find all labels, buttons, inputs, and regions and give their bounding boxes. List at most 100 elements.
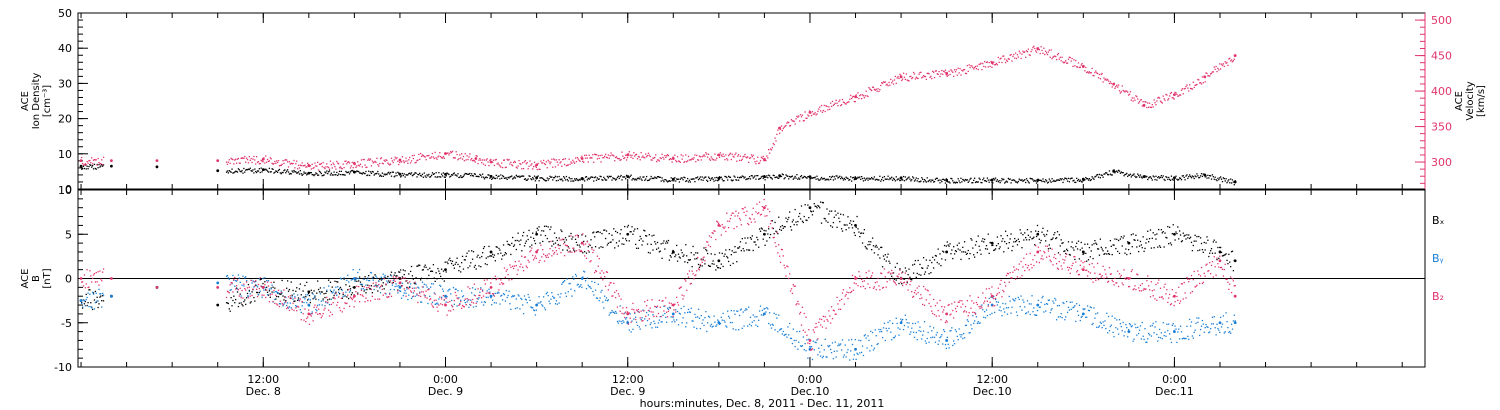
trace-dot — [320, 291, 322, 293]
trace-dot — [751, 155, 753, 158]
trace-dot — [518, 159, 520, 162]
trace-dot — [805, 350, 807, 352]
trace-dot — [1199, 237, 1202, 239]
trace-dot — [297, 298, 300, 301]
trace-dot — [940, 264, 942, 267]
trace-dot — [665, 242, 667, 244]
trace-dot — [299, 309, 302, 311]
trace-dot — [1028, 54, 1030, 56]
trace-dot — [850, 94, 852, 97]
trace-dot — [846, 177, 848, 179]
trace-dot — [718, 156, 721, 158]
trace-dot — [1214, 176, 1216, 178]
trace-dot — [1076, 310, 1079, 312]
trace-dot — [91, 307, 93, 309]
trace-dot — [457, 290, 459, 292]
trace-dot — [635, 243, 637, 246]
trace-dot — [1205, 242, 1207, 244]
trace-dot — [904, 267, 907, 269]
trace-dot — [363, 158, 365, 161]
trace-dot — [719, 267, 722, 269]
trace-dot — [901, 318, 904, 321]
trace-dot — [1154, 102, 1156, 104]
trace-dot — [1158, 336, 1160, 339]
trace-dot — [235, 280, 237, 282]
trace-dot — [737, 247, 740, 249]
trace-dot — [1196, 317, 1198, 319]
trace-dot — [590, 156, 592, 159]
trace-dot — [510, 253, 512, 256]
trace-dot — [768, 175, 771, 177]
trace-dot — [99, 293, 101, 295]
trace-dot — [453, 267, 456, 269]
trace-dot — [272, 168, 274, 171]
trace-dot — [1060, 239, 1062, 241]
trace-dot — [1223, 332, 1225, 334]
trace-dot — [341, 174, 343, 176]
trace-dot — [84, 163, 86, 165]
trace-dot — [791, 342, 794, 345]
y-tick-label: 0 — [65, 183, 72, 196]
trace-dot — [901, 78, 904, 80]
trace-dot — [343, 278, 345, 280]
trace-dot — [357, 170, 359, 173]
trace-dot — [426, 155, 428, 157]
trace-dot — [91, 166, 93, 168]
trace-dot — [491, 255, 493, 257]
trace-dot — [803, 175, 805, 178]
trace-dot — [693, 326, 695, 328]
trace-dot — [1086, 178, 1089, 180]
trace-dot — [691, 265, 693, 268]
trace-dot — [614, 160, 616, 162]
trace-dot — [734, 153, 736, 156]
trace-dot — [594, 246, 597, 248]
trace-dot — [345, 291, 347, 293]
trace-dot — [276, 161, 279, 164]
trace-dot — [1110, 174, 1112, 176]
trace-dot — [371, 160, 373, 162]
trace-dot — [1158, 245, 1161, 247]
trace-dot — [975, 316, 978, 318]
trace-dot — [1198, 235, 1200, 238]
trace-dot — [1094, 317, 1096, 319]
trace-dot — [871, 248, 873, 251]
trace-dot — [628, 177, 630, 179]
trace-dot — [760, 314, 763, 316]
data-point — [1142, 103, 1146, 107]
trace-dot — [565, 164, 568, 167]
trace-dot — [1127, 329, 1130, 331]
trace-dot — [1092, 322, 1094, 325]
trace-dot — [244, 171, 246, 173]
trace-dot — [517, 176, 519, 178]
trace-dot — [1117, 169, 1120, 172]
trace-dot — [1139, 325, 1142, 327]
trace-dot — [456, 305, 458, 307]
trace-dot — [97, 167, 99, 169]
trace-dot — [697, 178, 700, 181]
trace-dot — [980, 253, 982, 255]
trace-dot — [100, 293, 102, 295]
trace-dot — [92, 168, 95, 170]
trace-dot — [1066, 311, 1069, 314]
trace-dot — [382, 273, 384, 275]
trace-dot — [1195, 240, 1197, 242]
trace-dot — [463, 174, 466, 176]
trace-dot — [1071, 177, 1073, 179]
trace-dot — [639, 159, 641, 161]
trace-dot — [1069, 301, 1071, 303]
trace-dot — [936, 261, 938, 264]
trace-dot — [770, 327, 773, 329]
trace-dot — [626, 156, 629, 159]
trace-dot — [569, 250, 571, 252]
trace-dot — [748, 175, 751, 178]
trace-dot — [1143, 250, 1145, 253]
data-point — [945, 312, 949, 316]
trace-dot — [670, 177, 672, 179]
trace-dot — [652, 249, 654, 251]
trace-dot — [612, 311, 614, 313]
trace-dot — [456, 153, 458, 156]
trace-dot — [778, 216, 780, 218]
trace-dot — [289, 297, 291, 299]
trace-dot — [1168, 98, 1170, 100]
trace-dot — [612, 154, 614, 156]
